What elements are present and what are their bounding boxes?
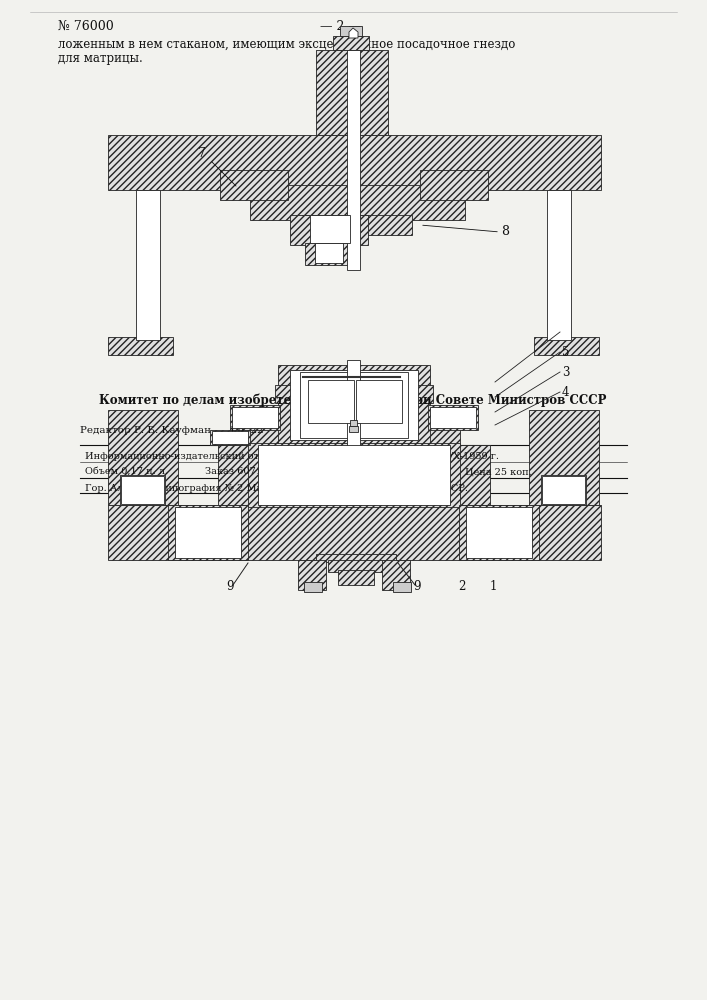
Text: 9: 9 xyxy=(226,580,233,593)
Bar xyxy=(175,507,241,558)
Text: 2: 2 xyxy=(458,580,465,593)
Text: 4: 4 xyxy=(562,386,570,399)
Bar xyxy=(220,170,288,200)
Text: Цена 25 коп.: Цена 25 коп. xyxy=(465,467,532,476)
Bar xyxy=(529,410,599,505)
Bar xyxy=(349,426,358,432)
Text: — 2 —: — 2 — xyxy=(320,20,361,33)
Bar xyxy=(300,372,408,438)
Bar xyxy=(328,560,384,572)
Bar xyxy=(393,582,411,592)
Bar xyxy=(302,215,412,235)
Bar xyxy=(298,560,326,590)
Polygon shape xyxy=(349,28,358,38)
Bar xyxy=(230,405,280,430)
Bar xyxy=(338,570,374,585)
Bar xyxy=(547,190,571,340)
Bar xyxy=(108,505,601,560)
Bar xyxy=(248,443,460,507)
Text: 5: 5 xyxy=(562,346,570,359)
Bar xyxy=(290,215,368,245)
Text: для матрицы.: для матрицы. xyxy=(58,52,143,65)
Bar xyxy=(354,380,406,425)
Bar xyxy=(304,582,322,592)
Bar xyxy=(466,507,532,558)
Text: Комитет по делам изобретений и открытий при Совете Министров СССР: Комитет по делам изобретений и открытий … xyxy=(99,393,607,407)
Text: Редактор Р. Б. Кауфман      Гр. 22: Редактор Р. Б. Кауфман Гр. 22 xyxy=(80,426,264,435)
Bar xyxy=(218,445,490,505)
Text: б: б xyxy=(562,326,569,339)
Text: Заказ 6071.: Заказ 6071. xyxy=(205,467,265,476)
Bar xyxy=(248,427,460,445)
Bar xyxy=(278,365,430,445)
Text: Информационно-издательский отдел.: Информационно-издательский отдел. xyxy=(85,452,280,461)
Bar xyxy=(108,410,178,505)
Bar xyxy=(108,135,601,190)
Bar xyxy=(405,385,433,403)
Bar xyxy=(121,476,164,504)
Bar xyxy=(534,337,599,355)
Bar xyxy=(136,190,160,340)
Text: № 76000: № 76000 xyxy=(58,20,114,33)
Bar xyxy=(542,476,585,504)
Text: Тираж 360.: Тираж 360. xyxy=(370,467,428,476)
Bar xyxy=(308,380,354,423)
Bar xyxy=(541,475,586,505)
Bar xyxy=(108,337,173,355)
Bar xyxy=(120,475,165,505)
Bar xyxy=(316,554,396,562)
Bar xyxy=(382,560,410,590)
Bar xyxy=(459,505,539,560)
Bar xyxy=(232,407,278,428)
Bar xyxy=(333,36,369,50)
Text: Подп. к печ. 13/X-1959 г.: Подп. к печ. 13/X-1959 г. xyxy=(370,452,499,461)
Bar xyxy=(430,407,476,428)
Bar xyxy=(340,26,362,36)
Text: Объем 0,17 п. л.: Объем 0,17 п. л. xyxy=(85,467,168,476)
Bar xyxy=(356,380,402,423)
Bar xyxy=(258,445,450,505)
Bar xyxy=(310,215,350,243)
Text: 7: 7 xyxy=(198,147,206,160)
Text: 1: 1 xyxy=(490,580,498,593)
Bar xyxy=(210,430,250,445)
Text: 9: 9 xyxy=(413,580,421,593)
Text: ложенным в нем стаканом, имеющим эксцентричное посадочное гнездо: ложенным в нем стаканом, имеющим эксцент… xyxy=(58,38,515,51)
Bar xyxy=(275,385,303,403)
Text: 3: 3 xyxy=(562,366,570,379)
Bar xyxy=(212,431,248,444)
Bar xyxy=(290,370,418,440)
Bar xyxy=(168,505,248,560)
Bar xyxy=(428,405,478,430)
Text: 8: 8 xyxy=(501,225,509,238)
Bar xyxy=(316,50,388,135)
Bar xyxy=(315,243,343,263)
Bar xyxy=(347,360,360,505)
Text: Гор. Алатырь, типография № 2 Министерства культуры Чувашской АССР.: Гор. Алатырь, типография № 2 Министерств… xyxy=(85,484,468,493)
Bar xyxy=(420,170,488,200)
Bar xyxy=(305,243,353,265)
Bar xyxy=(302,380,354,425)
Bar xyxy=(347,50,360,270)
Bar xyxy=(250,185,465,220)
Bar xyxy=(350,420,357,426)
